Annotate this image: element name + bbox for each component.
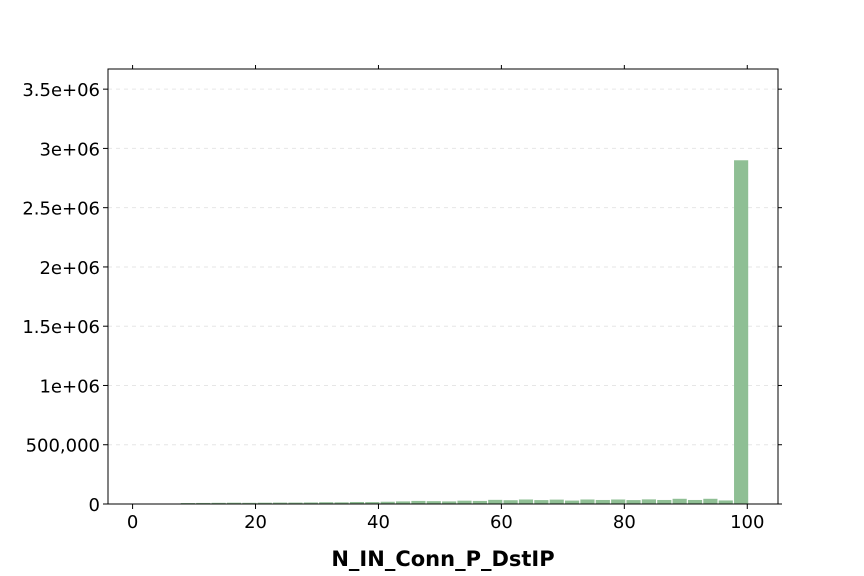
plot-frame [107,68,779,505]
bar [211,502,226,504]
bar [395,501,411,504]
bar [257,502,272,504]
bar [442,501,457,504]
bar [611,499,626,504]
bar [534,500,549,504]
bar [703,498,718,504]
grid-lines [108,88,778,446]
x-axis-title: N_IN_Conn_P_DstIP [331,547,554,571]
bar [626,500,641,504]
bar [518,499,534,504]
bar [303,502,318,504]
y-tick-label: 2e+06 [39,258,100,279]
bar [580,499,595,504]
y-tick-label: 1.5e+06 [22,317,100,338]
x-tick-label: 0 [127,512,138,533]
bar [380,501,395,504]
bar [657,499,672,504]
y-axis: 0 500,000 1e+06 1.5e+06 2e+06 2.5e+06 3e+06 3.5… [22,80,782,516]
bar [288,502,303,504]
bar [672,498,687,504]
y-tick-label: 3.5e+06 [22,80,100,101]
bar [564,500,580,504]
bars [180,160,749,504]
bar [488,499,503,504]
y-tick-label: 0 [89,495,100,516]
x-tick-label: 20 [244,512,267,533]
y-tick-label: 3e+06 [39,139,100,160]
y-tick-label: 500,000 [26,436,100,457]
x-tick-label: 60 [490,512,513,533]
bar [549,499,564,504]
bar [334,502,349,504]
bar [687,499,703,504]
bar [349,501,365,504]
bar [503,500,518,504]
bar [457,500,472,504]
bar [226,502,242,504]
bar [595,499,610,504]
x-axis: 0 20 40 60 80 100 [127,65,764,533]
x-tick-label: 80 [613,512,636,533]
y-tick-label: 2.5e+06 [22,199,100,220]
bar [411,500,426,504]
bar [641,499,657,504]
bar [734,160,749,504]
y-tick-label: 1e+06 [39,376,100,397]
bar [319,502,334,504]
bar [718,500,733,504]
bar [273,502,288,504]
bar [365,502,380,504]
x-tick-label: 40 [367,512,390,533]
x-tick-label: 100 [730,512,764,533]
bar [242,502,257,504]
bar [472,500,487,504]
bar [426,501,441,504]
bar [196,502,211,504]
